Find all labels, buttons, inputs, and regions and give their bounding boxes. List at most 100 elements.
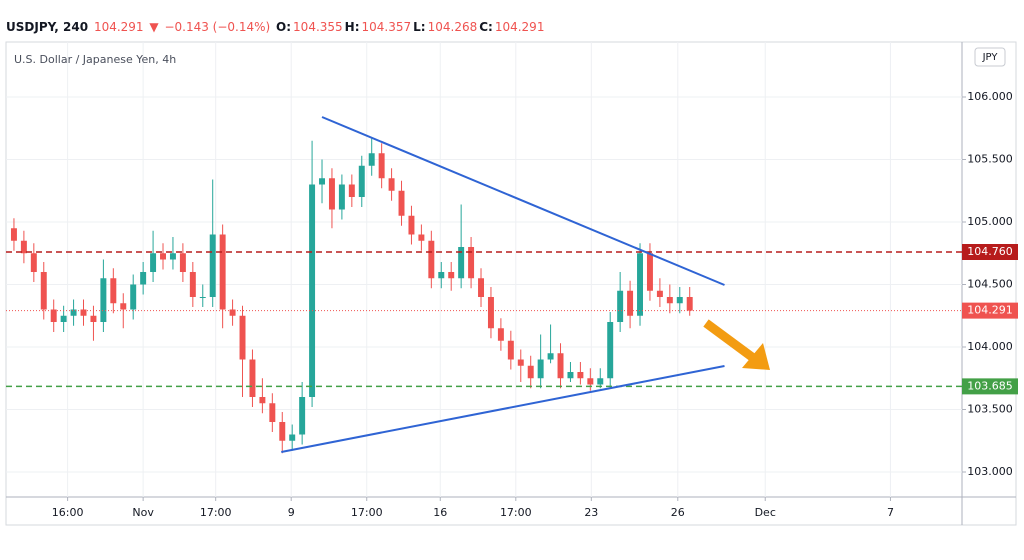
ohlc-value: 104.357: [361, 20, 412, 34]
candle-body: [597, 378, 604, 385]
candle-body: [567, 372, 574, 379]
candle-body: [70, 309, 77, 316]
x-tick-label: 16:00: [52, 506, 84, 519]
y-tick-label: 104.500: [967, 278, 1013, 291]
y-tick-label: 104.000: [967, 340, 1013, 353]
candle-body: [169, 253, 176, 260]
y-tick-label: 105.500: [967, 153, 1013, 166]
candle-body: [60, 315, 67, 322]
level-label-box: [962, 378, 1018, 395]
trendline: [321, 116, 725, 286]
candle-body: [40, 272, 47, 310]
x-tick-label: 17:00: [351, 506, 383, 519]
arrow-head: [742, 343, 770, 370]
candle-body: [607, 322, 614, 379]
candle-body: [179, 253, 186, 272]
change-arrow: ▼: [149, 20, 159, 34]
y-tick-label: 103.500: [967, 403, 1013, 416]
currency: JPY: [982, 52, 999, 63]
candle-body: [10, 228, 17, 241]
candle-body: [90, 315, 97, 322]
candle-body: [50, 309, 57, 322]
candle-body: [259, 397, 266, 404]
candle-body: [676, 297, 683, 304]
ohlc-key: L:: [413, 20, 426, 34]
ohlc-key: H:: [344, 20, 360, 34]
candle-body: [666, 297, 673, 304]
ohlc-value: 104.355: [293, 20, 343, 34]
y-tick-label: 103.000: [967, 465, 1013, 478]
x-tick-label: 16: [433, 506, 447, 519]
level-label: 103.685: [967, 379, 1013, 392]
symbol: USDJPY, 240: [6, 20, 89, 34]
candle-body: [338, 184, 345, 210]
candle-body: [378, 153, 385, 179]
ohlc: O: 104.355 H: 104.357 L: 104.268 C: 104.291: [276, 20, 546, 34]
candle-body: [20, 240, 27, 254]
subtitle: U.S. Dollar / Japanese Yen, 4h: [14, 53, 176, 66]
x-tick-label: 17:00: [200, 506, 232, 519]
candle-body: [398, 190, 405, 216]
change: −0.143 (−0.14%): [164, 20, 271, 34]
grid: [6, 42, 962, 497]
candle-body: [229, 309, 236, 316]
x-tick-label: 17:00: [500, 506, 532, 519]
candle-body: [309, 184, 316, 397]
level-label-box: [962, 302, 1018, 319]
candle-body: [418, 234, 425, 241]
candle-body: [547, 353, 554, 360]
x-tick-label: 23: [584, 506, 598, 519]
frame: [5, 41, 1017, 526]
candle-body: [438, 272, 445, 279]
candle-body: [279, 422, 286, 441]
y-tick-label: 105.000: [967, 215, 1013, 228]
plot: [6, 116, 962, 454]
candle-body: [468, 247, 475, 279]
candle-body: [537, 359, 544, 379]
candle-body: [368, 153, 375, 166]
candle-body: [160, 253, 166, 260]
x-tick-label: 7: [887, 506, 894, 519]
candle-body: [328, 178, 335, 210]
candle-body: [80, 309, 87, 316]
candle-body: [289, 434, 296, 441]
candle-body: [388, 178, 395, 191]
candle-body: [637, 253, 644, 316]
y-tick-label: 106.000: [967, 90, 1013, 103]
level-label: 104.291: [967, 304, 1013, 317]
candle-body: [428, 240, 435, 279]
ohlc-key: C:: [479, 20, 493, 34]
candle-body: [507, 340, 514, 360]
ohlc-value: 104.268: [427, 20, 478, 34]
candle-body: [627, 290, 634, 316]
trendline: [281, 365, 725, 453]
candle-body: [130, 284, 137, 310]
legend-header: USDJPY, 240 104.291 ▼ −0.143 (−0.14%) O:…: [6, 20, 548, 34]
candle-body: [686, 297, 693, 311]
candle-body: [478, 278, 484, 297]
last-price: 104.291: [93, 20, 144, 34]
arrow-shaft: [703, 319, 755, 361]
candle-body: [199, 297, 206, 298]
candle-body: [110, 278, 117, 304]
candle-body: [299, 397, 306, 435]
candle-body: [249, 359, 256, 397]
candle-body: [30, 253, 37, 272]
candle-body: [587, 378, 594, 385]
candle-body: [527, 365, 534, 379]
candle-body: [219, 234, 226, 310]
candle-body: [408, 215, 415, 235]
candle-body: [358, 165, 365, 197]
candle-body: [319, 178, 325, 185]
candle-body: [239, 315, 246, 360]
x-tick-label: Nov: [132, 506, 154, 519]
ohlc-value: 104.291: [494, 20, 545, 34]
candle-body: [646, 253, 653, 291]
candle-body: [517, 359, 524, 366]
candle-body: [448, 272, 455, 279]
candle-body: [189, 272, 196, 297]
x-tick-label: 26: [671, 506, 685, 519]
currency-box[interactable]: [974, 47, 1006, 67]
candle-body: [269, 403, 276, 422]
